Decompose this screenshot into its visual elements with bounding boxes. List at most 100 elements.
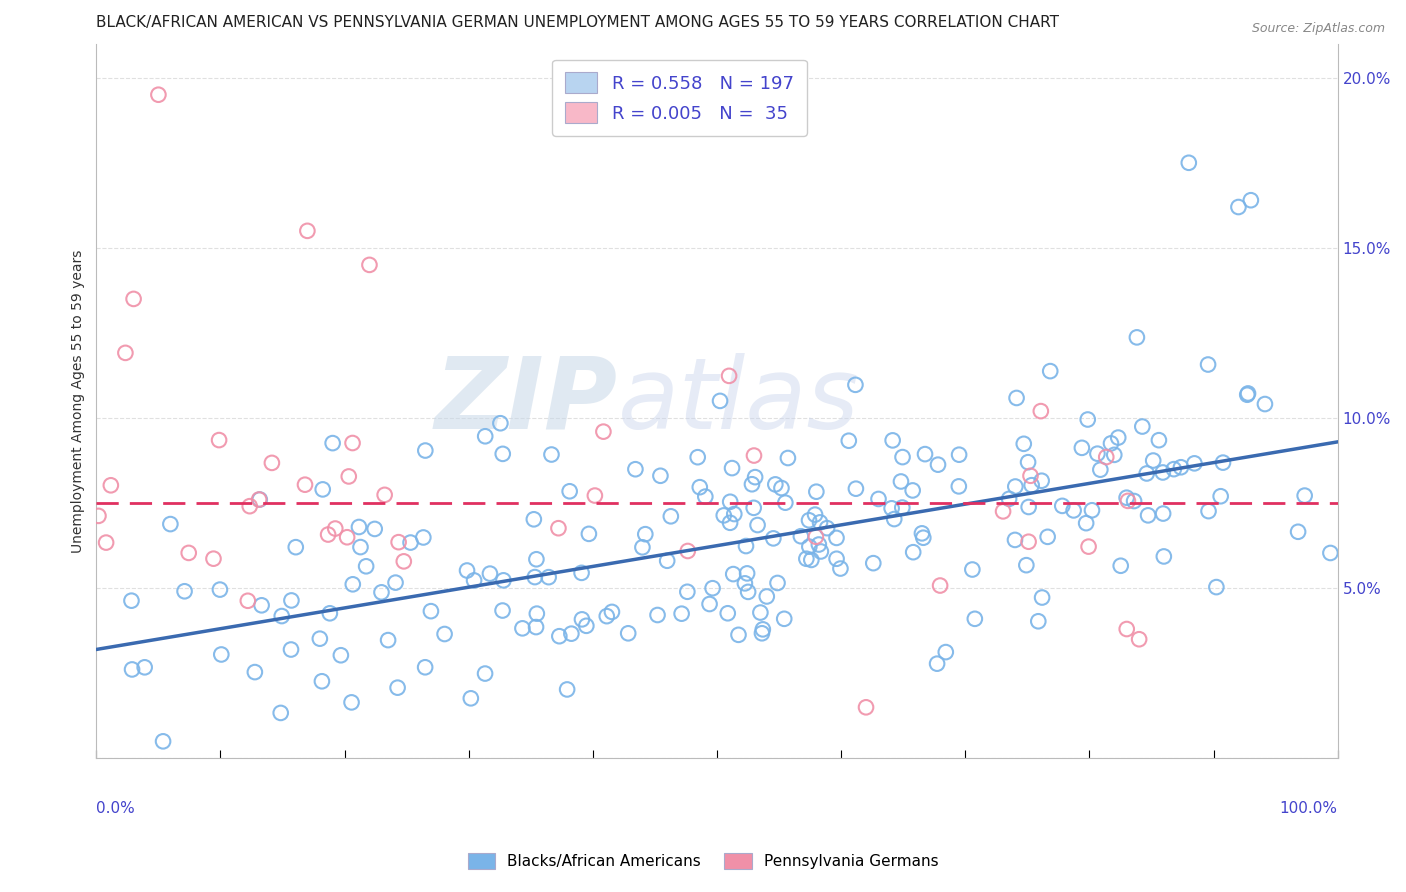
Point: [173, 584, 195, 599]
Point: [202, 551, 225, 566]
Point: [1142, 453, 1164, 467]
Point: [308, 632, 330, 646]
Point: [387, 681, 409, 695]
Point: [776, 450, 799, 465]
Point: [737, 585, 759, 599]
Point: [323, 522, 346, 536]
Point: [260, 456, 283, 470]
Point: [512, 621, 534, 635]
Point: [882, 434, 904, 448]
Point: [492, 574, 515, 588]
Point: [489, 416, 512, 430]
Point: [1004, 533, 1026, 547]
Point: [208, 433, 231, 447]
Point: [734, 576, 756, 591]
Point: [713, 508, 735, 523]
Text: 0.0%: 0.0%: [97, 801, 135, 816]
Point: [600, 605, 623, 619]
Point: [571, 612, 593, 626]
Point: [239, 499, 262, 513]
Point: [810, 544, 832, 558]
Point: [419, 604, 441, 618]
Point: [1209, 489, 1232, 503]
Point: [686, 450, 709, 465]
Point: [359, 258, 381, 272]
Point: [1123, 494, 1146, 508]
Point: [474, 429, 496, 443]
Point: [676, 584, 699, 599]
Point: [122, 292, 145, 306]
Point: [838, 434, 860, 448]
Point: [718, 516, 741, 530]
Point: [962, 562, 984, 576]
Point: [891, 450, 914, 464]
Point: [280, 593, 302, 607]
Point: [456, 564, 478, 578]
Point: [775, 496, 797, 510]
Point: [804, 530, 827, 544]
Point: [433, 627, 456, 641]
Point: [723, 567, 745, 582]
Text: 100.0%: 100.0%: [1279, 801, 1337, 816]
Point: [208, 582, 231, 597]
Point: [1099, 436, 1122, 450]
Point: [1029, 404, 1052, 418]
Point: [1170, 460, 1192, 475]
Point: [1018, 500, 1040, 514]
Point: [270, 609, 292, 624]
Point: [1107, 431, 1129, 445]
Point: [695, 490, 717, 504]
Point: [1294, 489, 1316, 503]
Point: [657, 554, 679, 568]
Point: [880, 501, 903, 516]
Point: [991, 504, 1014, 518]
Point: [312, 483, 335, 497]
Point: [808, 516, 831, 530]
Point: [548, 629, 571, 643]
Point: [804, 508, 827, 522]
Point: [717, 607, 740, 621]
Point: [1070, 441, 1092, 455]
Point: [1137, 508, 1160, 523]
Point: [1090, 463, 1112, 477]
Point: [689, 480, 711, 494]
Point: [159, 517, 181, 532]
Point: [578, 526, 600, 541]
Point: [1147, 433, 1170, 447]
Point: [558, 484, 581, 499]
Point: [596, 609, 619, 624]
Y-axis label: Unemployment Among Ages 55 to 59 years: Unemployment Among Ages 55 to 59 years: [72, 250, 86, 553]
Point: [718, 368, 741, 383]
Point: [524, 620, 547, 634]
Point: [631, 541, 654, 555]
Point: [1005, 391, 1028, 405]
Text: ZIP: ZIP: [434, 352, 617, 450]
Point: [1212, 456, 1234, 470]
Point: [1115, 491, 1137, 505]
Point: [1130, 419, 1153, 434]
Point: [392, 554, 415, 568]
Point: [247, 492, 270, 507]
Point: [1109, 558, 1132, 573]
Point: [294, 477, 316, 491]
Point: [796, 551, 818, 566]
Text: Source: ZipAtlas.com: Source: ZipAtlas.com: [1251, 22, 1385, 36]
Point: [463, 574, 485, 588]
Point: [650, 468, 672, 483]
Point: [883, 512, 905, 526]
Point: [647, 607, 669, 622]
Point: [249, 492, 271, 507]
Point: [751, 626, 773, 640]
Point: [1039, 364, 1062, 378]
Point: [744, 470, 766, 484]
Point: [349, 540, 371, 554]
Point: [927, 458, 949, 472]
Point: [1227, 200, 1250, 214]
Point: [478, 566, 501, 581]
Point: [415, 443, 437, 458]
Point: [806, 484, 828, 499]
Point: [830, 561, 852, 575]
Point: [1031, 474, 1053, 488]
Point: [1077, 412, 1099, 426]
Point: [347, 520, 370, 534]
